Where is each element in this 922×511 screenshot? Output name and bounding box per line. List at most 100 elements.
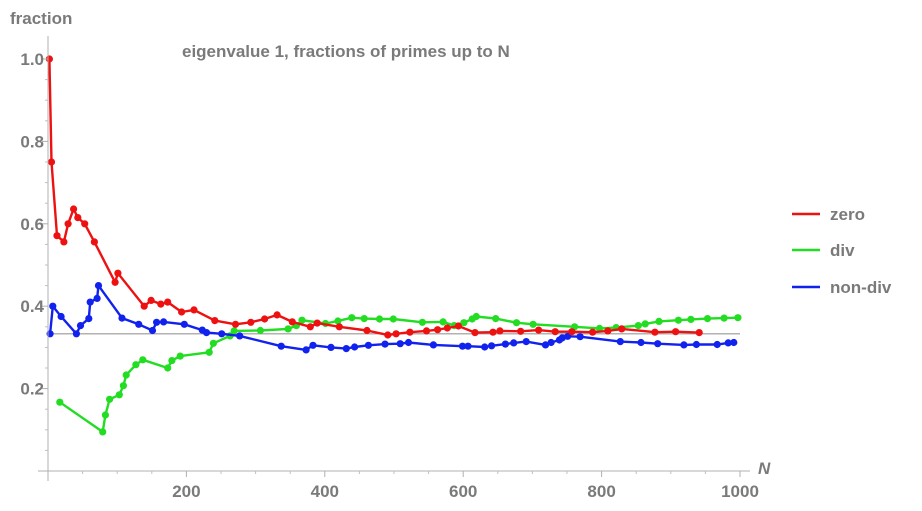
data-point <box>70 205 78 213</box>
data-point <box>86 298 94 306</box>
data-point <box>692 340 701 349</box>
data-point <box>247 318 255 326</box>
data-point <box>381 340 389 348</box>
data-point <box>202 329 211 337</box>
data-point <box>517 327 525 335</box>
data-point <box>375 315 384 323</box>
data-point <box>72 330 80 338</box>
x-tick-label: 200 <box>172 482 200 501</box>
data-point <box>157 300 165 308</box>
data-point <box>76 322 85 330</box>
data-point <box>47 158 56 166</box>
data-point <box>510 339 518 347</box>
data-point <box>568 328 576 336</box>
x-axis-title: N <box>758 459 771 478</box>
data-point <box>551 328 559 336</box>
series-line <box>48 58 700 337</box>
series-non-div <box>46 282 738 354</box>
plot-area <box>45 55 742 436</box>
data-point <box>64 220 72 228</box>
data-point <box>576 333 584 341</box>
data-point <box>164 364 172 372</box>
data-point <box>313 319 321 327</box>
legend-item: non-div <box>792 278 892 297</box>
data-point <box>256 326 264 335</box>
data-point <box>418 318 426 326</box>
data-point <box>298 316 306 324</box>
data-point <box>115 391 123 399</box>
data-point <box>176 352 184 360</box>
data-point <box>342 345 350 353</box>
data-point <box>489 328 497 336</box>
data-point <box>695 329 703 337</box>
y-tick-label: 0.4 <box>20 297 44 316</box>
data-point <box>99 428 107 436</box>
data-point <box>180 320 188 328</box>
data-point <box>118 314 126 322</box>
data-point <box>277 342 285 350</box>
data-point <box>140 302 148 310</box>
y-tick-label: 0.2 <box>20 380 44 399</box>
data-point <box>720 314 728 322</box>
data-point <box>454 322 462 330</box>
data-point <box>618 325 626 333</box>
data-point <box>713 340 721 349</box>
data-point <box>589 328 597 336</box>
x-tick-label: 400 <box>311 482 339 501</box>
data-point <box>492 315 500 323</box>
data-point <box>389 315 397 323</box>
data-point <box>481 343 489 351</box>
data-point <box>674 316 683 324</box>
data-point <box>434 326 442 334</box>
data-point <box>56 398 64 406</box>
data-point <box>211 317 219 325</box>
data-point <box>654 340 662 348</box>
data-point <box>464 342 472 350</box>
legend-item: zero <box>792 205 865 224</box>
series-line <box>59 315 738 434</box>
data-point <box>443 324 451 332</box>
data-point <box>535 326 543 334</box>
data-point <box>360 315 368 323</box>
data-point <box>209 339 217 347</box>
data-point <box>60 238 68 246</box>
series-div <box>56 312 742 436</box>
data-point <box>641 320 649 328</box>
data-point <box>160 318 168 326</box>
data-point <box>392 330 400 338</box>
data-point <box>734 314 742 322</box>
data-point <box>396 340 404 348</box>
data-point <box>205 348 213 356</box>
data-point <box>288 318 296 326</box>
legend-label: div <box>830 241 855 260</box>
data-point <box>178 308 186 316</box>
data-point <box>348 314 356 322</box>
data-point <box>49 302 57 310</box>
data-point <box>168 357 176 365</box>
y-tick-label: 0.6 <box>20 215 44 234</box>
series-zero <box>45 55 703 339</box>
data-point <box>564 332 572 340</box>
data-point <box>687 315 695 323</box>
data-point <box>74 214 82 222</box>
data-point <box>302 346 310 354</box>
chart-title: eigenvalue 1, fractions of primes up to … <box>182 42 510 61</box>
data-point <box>496 327 504 335</box>
data-point <box>439 318 447 326</box>
data-point <box>730 338 738 347</box>
data-point <box>634 322 642 330</box>
data-point <box>512 319 521 327</box>
data-point <box>501 340 509 348</box>
data-point <box>335 323 343 331</box>
data-point <box>147 296 155 304</box>
data-point <box>460 319 468 327</box>
data-point <box>404 338 413 347</box>
data-point <box>284 325 292 333</box>
data-point <box>529 320 537 328</box>
data-point <box>53 232 61 240</box>
y-tick-label: 1.0 <box>20 50 44 69</box>
data-point <box>148 326 157 335</box>
data-point <box>384 331 392 339</box>
data-point <box>153 318 161 326</box>
data-point <box>680 341 688 349</box>
